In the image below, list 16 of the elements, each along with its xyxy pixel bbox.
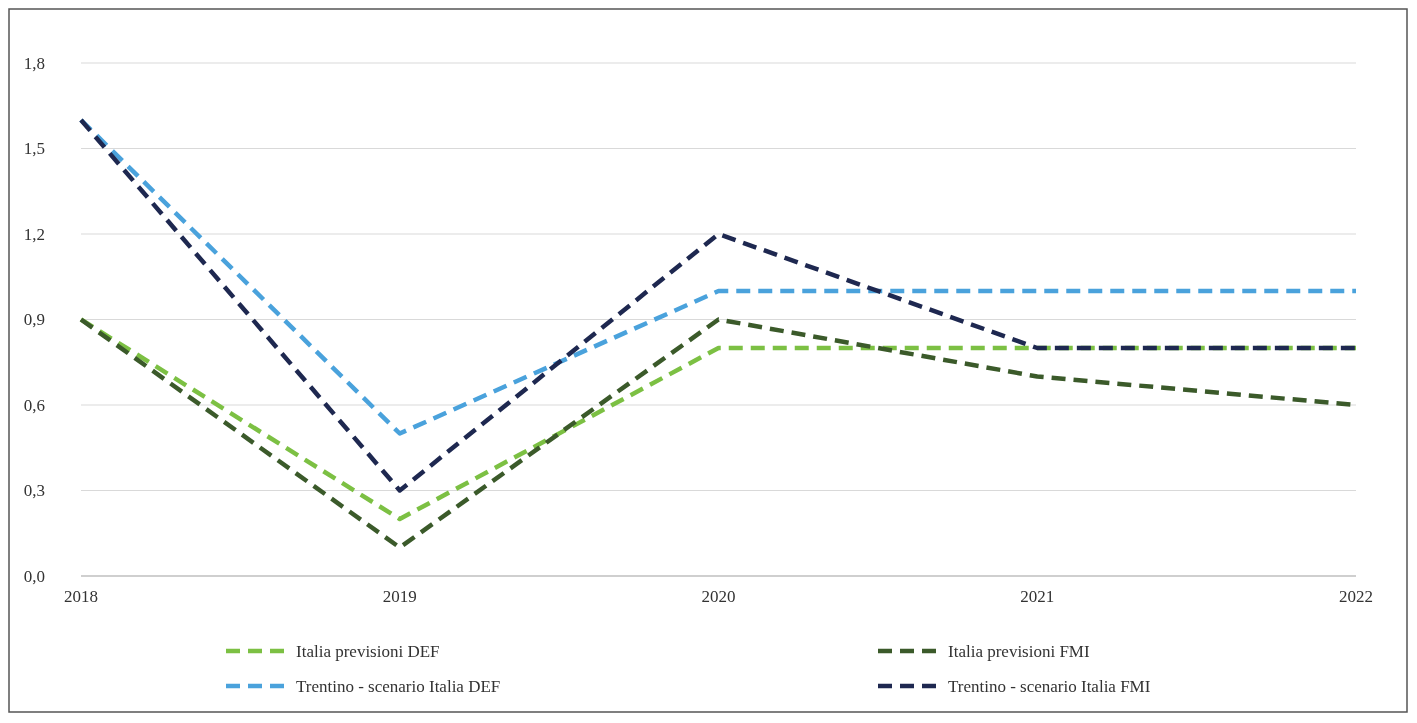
legend-label: Trentino - scenario Italia FMI bbox=[948, 676, 1151, 696]
legend-label: Italia previsioni FMI bbox=[948, 641, 1090, 661]
x-tick-label: 2018 bbox=[64, 587, 98, 606]
y-tick-label: 0,9 bbox=[23, 310, 45, 330]
x-tick-label: 2020 bbox=[701, 587, 736, 606]
x-tick-label: 2021 bbox=[1020, 587, 1055, 606]
legend-label: Trentino - scenario Italia DEF bbox=[296, 676, 501, 696]
y-tick-label: 0,6 bbox=[23, 395, 45, 415]
y-tick-label: 1,5 bbox=[23, 139, 45, 159]
y-tick-label: 0,3 bbox=[23, 481, 45, 501]
y-tick-label: 0,0 bbox=[23, 566, 45, 586]
legend-label: Italia previsioni DEF bbox=[296, 641, 440, 661]
y-tick-label: 1,8 bbox=[23, 53, 45, 73]
x-tick-label: 2019 bbox=[382, 587, 417, 606]
x-tick-label: 2022 bbox=[1339, 587, 1373, 606]
y-tick-label: 1,2 bbox=[23, 224, 45, 244]
